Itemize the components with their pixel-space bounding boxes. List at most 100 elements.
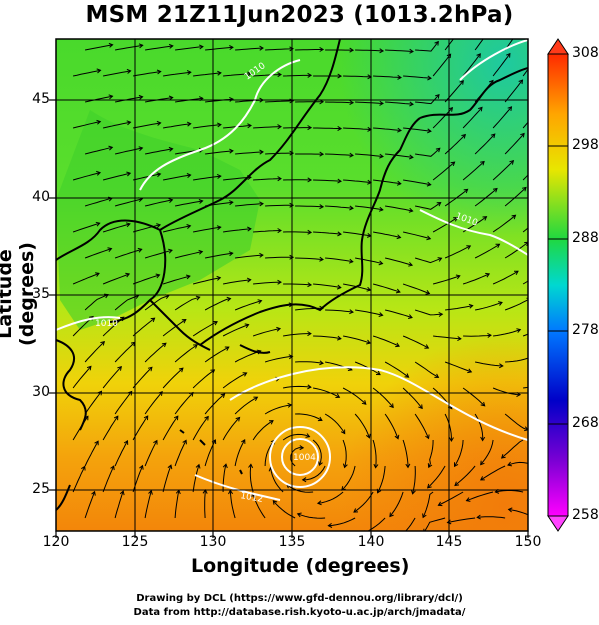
- streamline-arrowhead: [307, 331, 312, 337]
- streamline: [204, 346, 230, 363]
- streamline-arrowhead: [437, 501, 443, 507]
- streamline: [492, 214, 516, 233]
- streamline: [522, 68, 528, 77]
- streamline: [132, 317, 155, 337]
- streamline-arrowhead: [125, 272, 131, 278]
- streamline-arrowhead: [427, 463, 433, 469]
- streamline: [385, 153, 413, 158]
- streamline-arrowhead: [168, 248, 173, 254]
- streamline: [144, 148, 173, 155]
- credit-drawing: Drawing by DCL (https://www.gfd-dennou.o…: [136, 593, 463, 604]
- streamline: [341, 465, 356, 491]
- streamline-arrowhead: [307, 177, 313, 183]
- streamline: [283, 385, 311, 389]
- streamline: [114, 147, 143, 155]
- streamline: [204, 252, 233, 259]
- streamline: [204, 393, 225, 415]
- streamline: [377, 465, 386, 494]
- streamline-arrowhead: [216, 225, 222, 231]
- streamline: [102, 121, 131, 129]
- streamline-arrowhead: [373, 463, 379, 469]
- streamline: [163, 71, 191, 77]
- streamline: [265, 48, 294, 51]
- contour-label-5: 1004: [293, 453, 316, 463]
- streamline-arrowhead: [407, 314, 413, 319]
- streamline-arrowhead: [523, 426, 528, 432]
- streamline-arrowhead: [353, 508, 359, 513]
- streamline: [102, 70, 131, 77]
- streamline: [454, 439, 464, 467]
- streamline: [432, 53, 451, 77]
- streamline-arrowhead: [110, 465, 115, 471]
- streamline: [144, 342, 167, 363]
- streamline: [144, 490, 152, 519]
- streamline: [324, 413, 346, 434]
- streamline: [373, 75, 402, 79]
- streamline-arrowhead: [319, 256, 324, 262]
- streamline: [162, 367, 184, 389]
- streamline: [302, 465, 326, 481]
- streamline: [428, 439, 434, 468]
- streamline-arrowhead: [337, 231, 342, 237]
- streamline-arrowhead: [242, 372, 248, 377]
- streamline: [114, 341, 136, 363]
- streamline-arrowhead: [307, 125, 313, 131]
- streamline: [325, 101, 354, 104]
- streamline-arrowhead: [453, 217, 458, 222]
- coastlines: [56, 39, 528, 511]
- contour-label-3: 1010: [95, 319, 118, 329]
- streamline-arrowhead: [389, 512, 394, 518]
- streamline: [402, 387, 423, 409]
- streamline-arrowhead: [480, 436, 486, 442]
- streamline-arrowhead: [349, 152, 354, 158]
- streamline: [402, 335, 429, 349]
- streamline: [102, 366, 122, 389]
- streamline-arrowhead: [536, 53, 540, 57]
- streamline: [466, 491, 494, 502]
- streamline-arrowhead: [366, 286, 372, 292]
- streamline: [474, 188, 498, 207]
- streamline-arrowhead: [113, 415, 119, 421]
- streamline: [162, 225, 191, 233]
- streamline: [272, 500, 296, 519]
- streamline-arrowhead: [244, 323, 250, 329]
- streamline: [384, 361, 409, 378]
- streamline-arrowhead: [259, 45, 264, 51]
- streamline: [144, 440, 158, 467]
- streamline: [477, 516, 506, 519]
- streamline-arrowhead: [408, 207, 414, 213]
- streamline: [492, 106, 512, 129]
- streamline-arrowhead: [397, 536, 401, 540]
- streamline: [84, 294, 109, 311]
- streamline-arrowhead: [277, 176, 282, 182]
- streamline-arrowhead: [335, 393, 341, 398]
- streamline-arrowhead: [434, 40, 439, 46]
- streamline-arrowhead: [86, 365, 92, 371]
- streamline: [414, 413, 430, 439]
- streamline-arrowhead: [137, 247, 143, 253]
- streamline: [253, 230, 282, 233]
- streamline: [313, 335, 341, 340]
- streamline-arrowhead: [375, 370, 381, 376]
- streamline: [192, 416, 209, 441]
- streamline: [264, 355, 293, 363]
- streamline: [501, 439, 524, 459]
- streamline-arrowhead: [259, 201, 264, 207]
- streamline-arrowhead: [337, 73, 343, 79]
- streamline: [432, 275, 460, 285]
- streamline-arrowhead: [108, 42, 114, 48]
- streamline: [474, 301, 503, 311]
- streamline-arrowhead: [448, 106, 454, 112]
- streamline: [474, 361, 503, 367]
- streamline: [492, 53, 511, 77]
- streamline-arrowhead: [426, 181, 432, 187]
- streamline-arrowhead: [397, 127, 402, 133]
- colorbar-tick-298: 298: [572, 137, 599, 153]
- streamline-arrowhead: [488, 27, 492, 31]
- contour-label-4: 1012: [239, 491, 263, 505]
- streamline: [204, 298, 231, 311]
- streamline: [522, 121, 528, 129]
- streamline-arrowhead: [394, 434, 400, 440]
- streamline-arrowhead: [108, 94, 114, 100]
- streamline: [493, 329, 521, 337]
